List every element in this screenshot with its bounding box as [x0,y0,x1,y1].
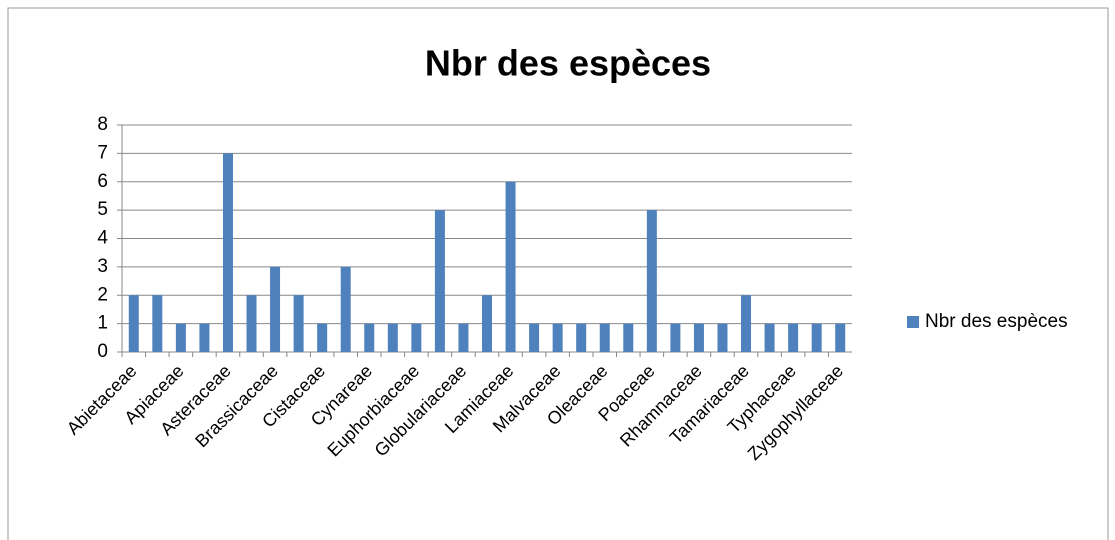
bar [623,323,634,352]
bar [434,210,445,352]
bar [411,323,422,352]
bar [835,323,846,352]
bar [552,323,563,352]
y-tick-label: 3 [97,256,108,277]
y-tick-label: 2 [97,284,108,305]
bar [788,323,799,352]
bar [599,323,610,352]
bar [387,323,398,352]
bar [152,295,163,352]
bar [646,210,657,352]
y-tick-label: 4 [97,228,108,249]
y-tick-label: 0 [97,341,108,362]
y-tick-label: 6 [97,171,108,192]
y-tick-label: 7 [97,142,108,163]
y-tick-label: 1 [97,313,108,334]
bar [270,266,281,352]
bar [693,323,704,352]
bar [222,153,233,352]
bar [670,323,681,352]
bar [175,323,186,352]
chart-frame [7,7,1109,540]
bar [764,323,775,352]
bar [128,295,139,352]
bar [340,266,351,352]
bar [482,295,492,352]
chart-title: Nbr des espèces [425,43,711,84]
bar [364,323,375,352]
legend-swatch [907,316,919,328]
bar [529,323,540,352]
y-tick-label: 8 [97,114,108,135]
bar [717,323,728,352]
bar [505,181,516,352]
y-tick-label: 5 [97,199,108,220]
bar [458,323,469,352]
bar [317,323,328,352]
bar [811,323,822,352]
bar [246,295,257,352]
bar [293,295,304,352]
legend-label: Nbr des espèces [925,311,1068,332]
bar [199,323,210,352]
bar [741,295,752,352]
bar [576,323,587,352]
